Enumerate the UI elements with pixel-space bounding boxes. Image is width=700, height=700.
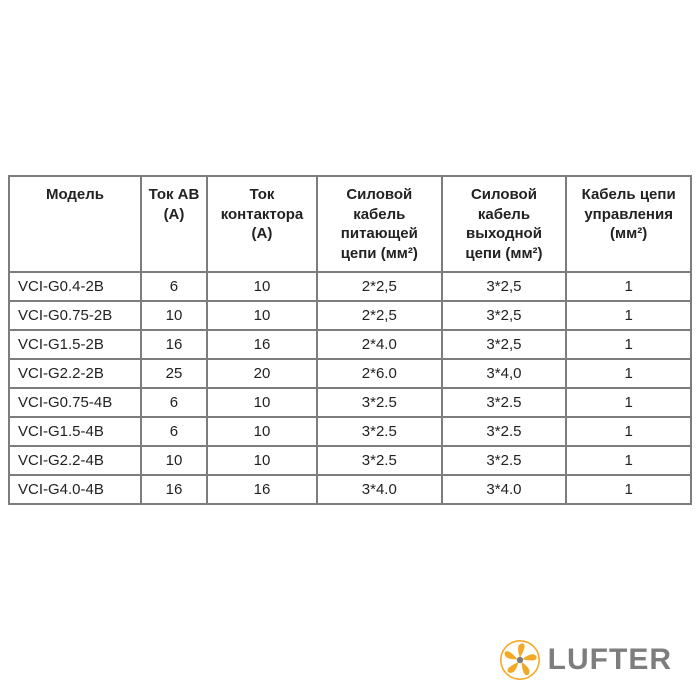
cell-control: 1 [566, 272, 691, 301]
cell-model: VCI-G1.5-4B [9, 417, 141, 446]
table-row: VCI-G1.5-2B16162*4.03*2,51 [9, 330, 691, 359]
cell-control: 1 [566, 388, 691, 417]
table-row: VCI-G4.0-4B16163*4.03*4.01 [9, 475, 691, 504]
cell-power_out: 3*4.0 [442, 475, 567, 504]
cable-spec-table: МодельТок АВ (А)Ток контактора (А)Силово… [8, 175, 692, 505]
cell-control: 1 [566, 330, 691, 359]
cell-contactor: 10 [207, 272, 317, 301]
cell-control: 1 [566, 475, 691, 504]
cell-model: VCI-G2.2-2B [9, 359, 141, 388]
table-header-row: МодельТок АВ (А)Ток контактора (А)Силово… [9, 176, 691, 272]
cell-model: VCI-G0.75-4B [9, 388, 141, 417]
table-row: VCI-G0.4-2B6102*2,53*2,51 [9, 272, 691, 301]
cell-ab: 6 [141, 417, 207, 446]
brand-name: LUFTER [548, 643, 672, 677]
cell-contactor: 10 [207, 301, 317, 330]
table-row: VCI-G2.2-2B25202*6.03*4,01 [9, 359, 691, 388]
cell-power_in: 3*2.5 [317, 446, 442, 475]
cell-control: 1 [566, 301, 691, 330]
cell-ab: 6 [141, 388, 207, 417]
cell-contactor: 20 [207, 359, 317, 388]
cell-power_in: 2*6.0 [317, 359, 442, 388]
cell-power_out: 3*2.5 [442, 388, 567, 417]
cell-power_in: 2*2,5 [317, 301, 442, 330]
cell-power_in: 3*2.5 [317, 388, 442, 417]
cell-contactor: 10 [207, 446, 317, 475]
cell-power_out: 3*2.5 [442, 446, 567, 475]
cell-ab: 10 [141, 446, 207, 475]
cell-contactor: 16 [207, 475, 317, 504]
cell-power_in: 3*2.5 [317, 417, 442, 446]
cell-ab: 25 [141, 359, 207, 388]
brand-logo: LUFTER [500, 640, 672, 680]
table-row: VCI-G0.75-4B6103*2.53*2.51 [9, 388, 691, 417]
cell-model: VCI-G1.5-2B [9, 330, 141, 359]
cell-power_out: 3*2,5 [442, 301, 567, 330]
cell-model: VCI-G2.2-4B [9, 446, 141, 475]
cell-ab: 6 [141, 272, 207, 301]
col-header-control: Кабель цепи управления (мм²) [566, 176, 691, 272]
cell-contactor: 16 [207, 330, 317, 359]
table-row: VCI-G1.5-4B6103*2.53*2.51 [9, 417, 691, 446]
cell-ab: 16 [141, 330, 207, 359]
col-header-power_out: Силовой кабель выходной цепи (мм²) [442, 176, 567, 272]
col-header-contactor: Ток контактора (А) [207, 176, 317, 272]
cell-power_in: 2*4.0 [317, 330, 442, 359]
cell-power_out: 3*2,5 [442, 272, 567, 301]
cell-contactor: 10 [207, 388, 317, 417]
cell-power_in: 3*4.0 [317, 475, 442, 504]
cell-power_out: 3*2.5 [442, 417, 567, 446]
cell-control: 1 [566, 446, 691, 475]
fan-icon [500, 640, 540, 680]
cell-model: VCI-G0.75-2B [9, 301, 141, 330]
cell-contactor: 10 [207, 417, 317, 446]
table-row: VCI-G0.75-2B10102*2,53*2,51 [9, 301, 691, 330]
cell-control: 1 [566, 359, 691, 388]
cell-ab: 10 [141, 301, 207, 330]
cell-power_out: 3*4,0 [442, 359, 567, 388]
cell-model: VCI-G0.4-2B [9, 272, 141, 301]
cell-control: 1 [566, 417, 691, 446]
cell-model: VCI-G4.0-4B [9, 475, 141, 504]
cable-spec-table-container: МодельТок АВ (А)Ток контактора (А)Силово… [0, 0, 700, 513]
col-header-ab: Ток АВ (А) [141, 176, 207, 272]
table-body: VCI-G0.4-2B6102*2,53*2,51VCI-G0.75-2B101… [9, 272, 691, 504]
cell-ab: 16 [141, 475, 207, 504]
cell-power_out: 3*2,5 [442, 330, 567, 359]
table-row: VCI-G2.2-4B10103*2.53*2.51 [9, 446, 691, 475]
col-header-model: Модель [9, 176, 141, 272]
col-header-power_in: Силовой кабель питающей цепи (мм²) [317, 176, 442, 272]
cell-power_in: 2*2,5 [317, 272, 442, 301]
